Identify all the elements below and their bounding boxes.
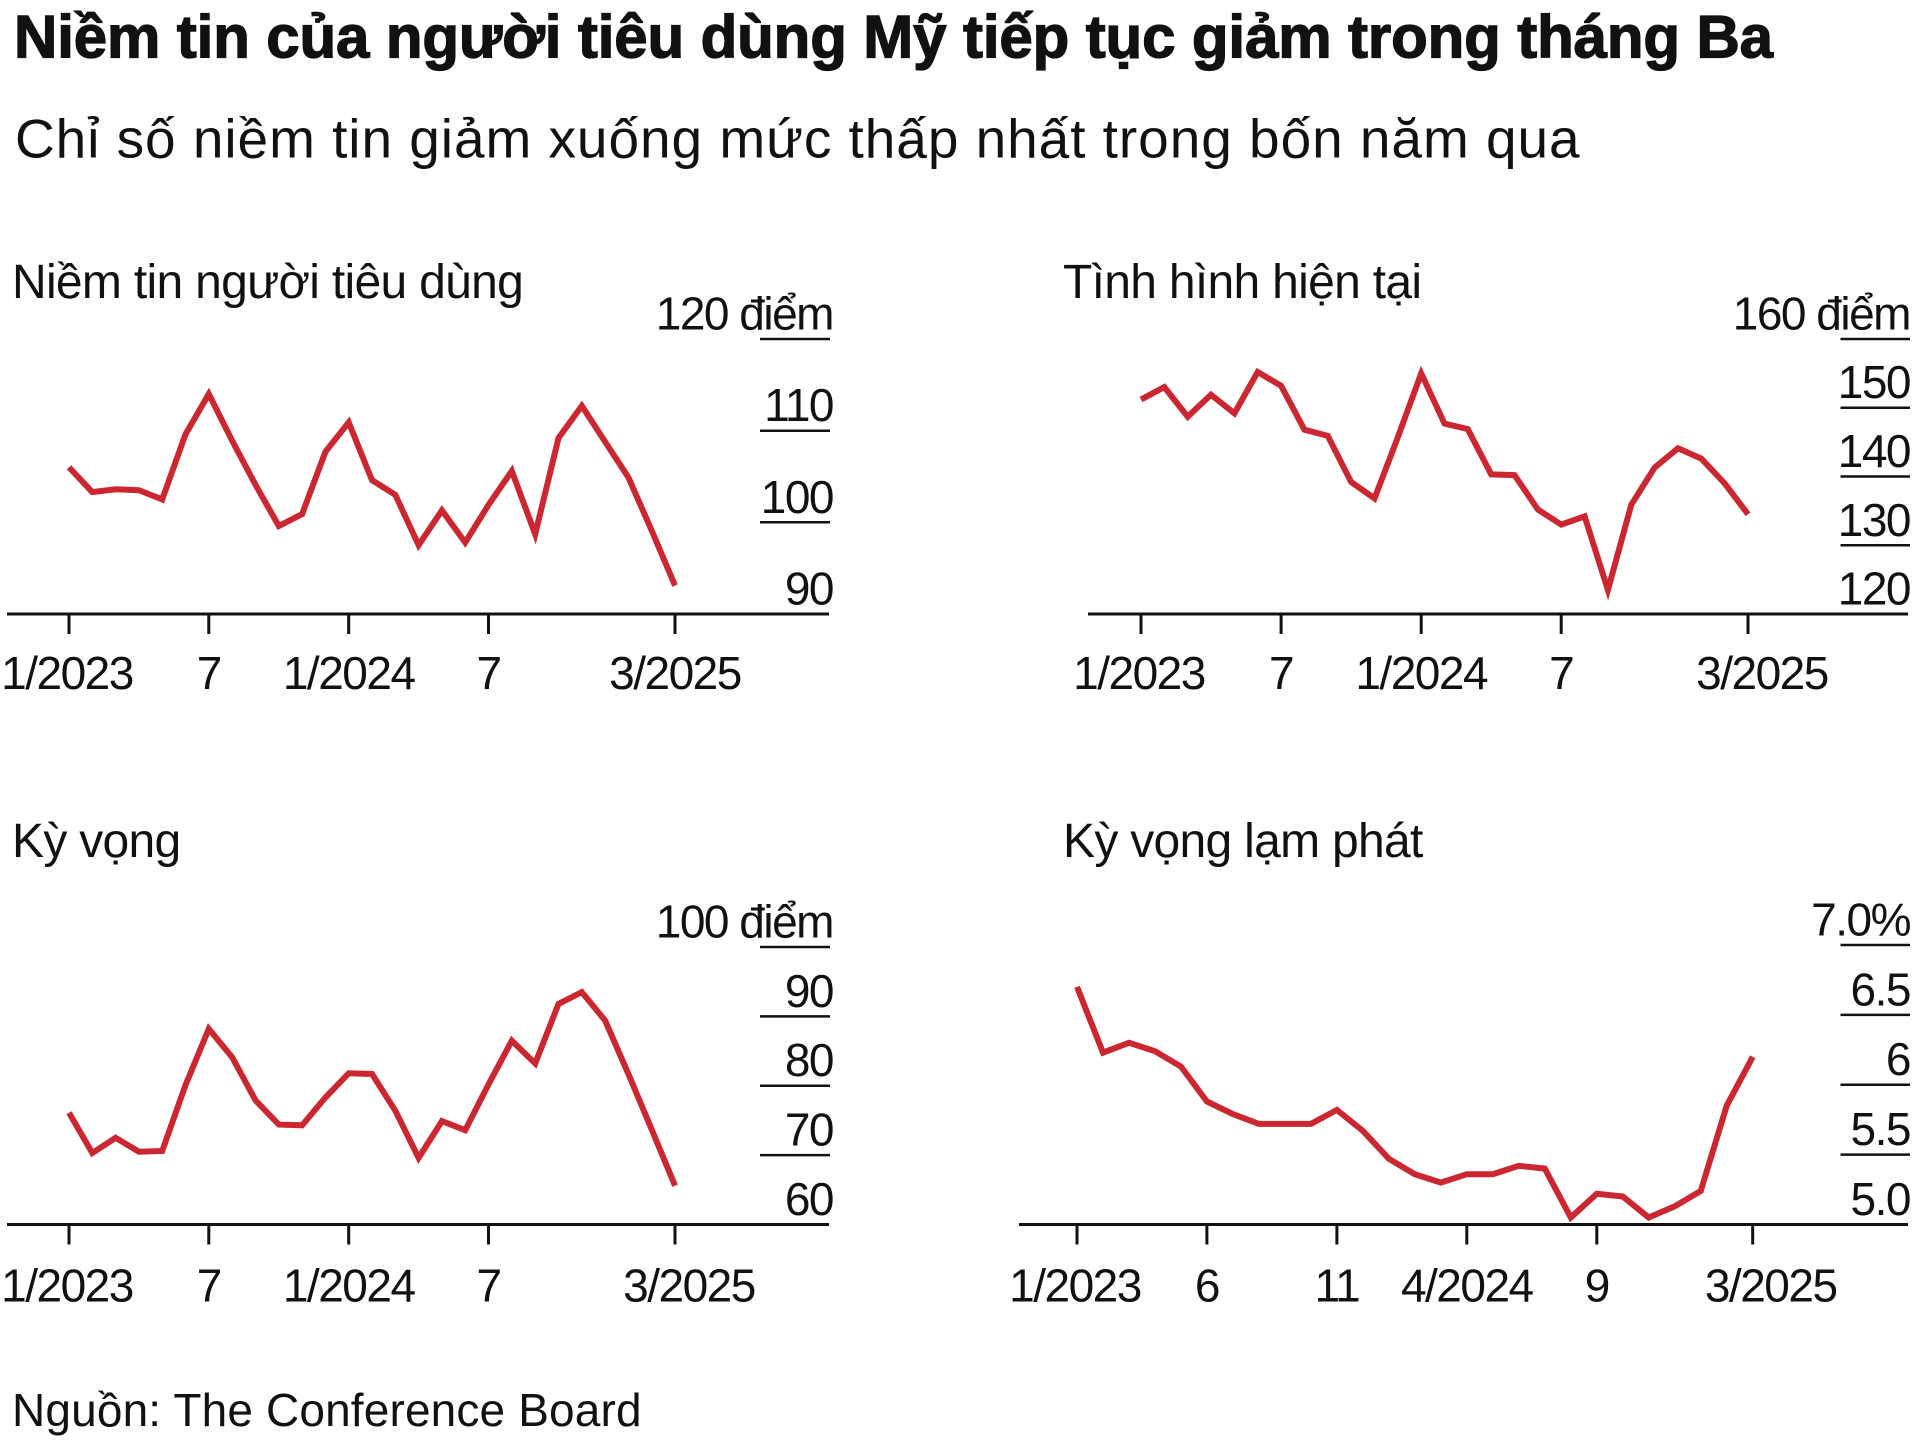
- svg-text:6.5: 6.5: [1851, 963, 1910, 1015]
- svg-text:60: 60: [785, 1173, 833, 1225]
- svg-text:7: 7: [1549, 647, 1573, 699]
- svg-text:80: 80: [785, 1034, 833, 1086]
- svg-text:7: 7: [476, 647, 500, 699]
- svg-text:1/2023: 1/2023: [1073, 647, 1205, 699]
- svg-text:11: 11: [1315, 1260, 1360, 1312]
- svg-text:7: 7: [1269, 647, 1293, 699]
- svg-text:5.0: 5.0: [1851, 1173, 1910, 1225]
- svg-text:7: 7: [197, 1260, 221, 1312]
- svg-text:9: 9: [1585, 1260, 1609, 1312]
- svg-text:100 điểm: 100 điểm: [656, 896, 833, 948]
- svg-text:1/2024: 1/2024: [283, 647, 416, 699]
- svg-text:3/2025: 3/2025: [609, 647, 741, 699]
- svg-text:Niềm tin người tiêu dùng: Niềm tin người tiêu dùng: [12, 256, 523, 309]
- svg-text:3/2025: 3/2025: [1696, 647, 1828, 699]
- svg-text:Kỳ vọng: Kỳ vọng: [12, 815, 181, 868]
- svg-text:7.0%: 7.0%: [1811, 894, 1910, 946]
- svg-text:3/2025: 3/2025: [623, 1260, 755, 1312]
- svg-text:Kỳ vọng lạm phát: Kỳ vọng lạm phát: [1063, 815, 1423, 868]
- svg-text:4/2024: 4/2024: [1401, 1260, 1534, 1312]
- svg-text:100: 100: [761, 471, 833, 523]
- svg-text:Tình hình hiện tại: Tình hình hiện tại: [1063, 256, 1421, 309]
- svg-text:1/2023: 1/2023: [1009, 1260, 1141, 1312]
- svg-text:1/2024: 1/2024: [283, 1260, 416, 1312]
- svg-text:160 điểm: 160 điểm: [1733, 288, 1910, 340]
- svg-text:140: 140: [1838, 425, 1910, 477]
- svg-text:90: 90: [785, 965, 833, 1017]
- svg-text:6: 6: [1886, 1033, 1910, 1085]
- svg-text:1/2023: 1/2023: [1, 647, 133, 699]
- svg-text:120: 120: [1838, 563, 1910, 615]
- svg-text:70: 70: [785, 1104, 833, 1156]
- svg-text:Chỉ số niềm tin giảm xuống mức: Chỉ số niềm tin giảm xuống mức thấp nhất…: [15, 108, 1581, 170]
- svg-text:130: 130: [1838, 494, 1910, 546]
- svg-text:Niềm tin của người tiêu dùng M: Niềm tin của người tiêu dùng Mỹ tiếp tục…: [14, 4, 1774, 71]
- svg-text:7: 7: [197, 647, 221, 699]
- svg-text:3/2025: 3/2025: [1705, 1260, 1837, 1312]
- svg-text:150: 150: [1838, 356, 1910, 408]
- svg-text:Nguồn: The Conference Board: Nguồn: The Conference Board: [12, 1384, 642, 1436]
- svg-text:110: 110: [764, 379, 833, 431]
- svg-text:6: 6: [1195, 1260, 1219, 1312]
- svg-text:7: 7: [476, 1260, 500, 1312]
- svg-text:120 điểm: 120 điểm: [656, 288, 833, 340]
- svg-text:90: 90: [785, 563, 833, 615]
- svg-text:1/2024: 1/2024: [1355, 647, 1488, 699]
- svg-text:5.5: 5.5: [1851, 1103, 1910, 1155]
- svg-text:1/2023: 1/2023: [1, 1260, 133, 1312]
